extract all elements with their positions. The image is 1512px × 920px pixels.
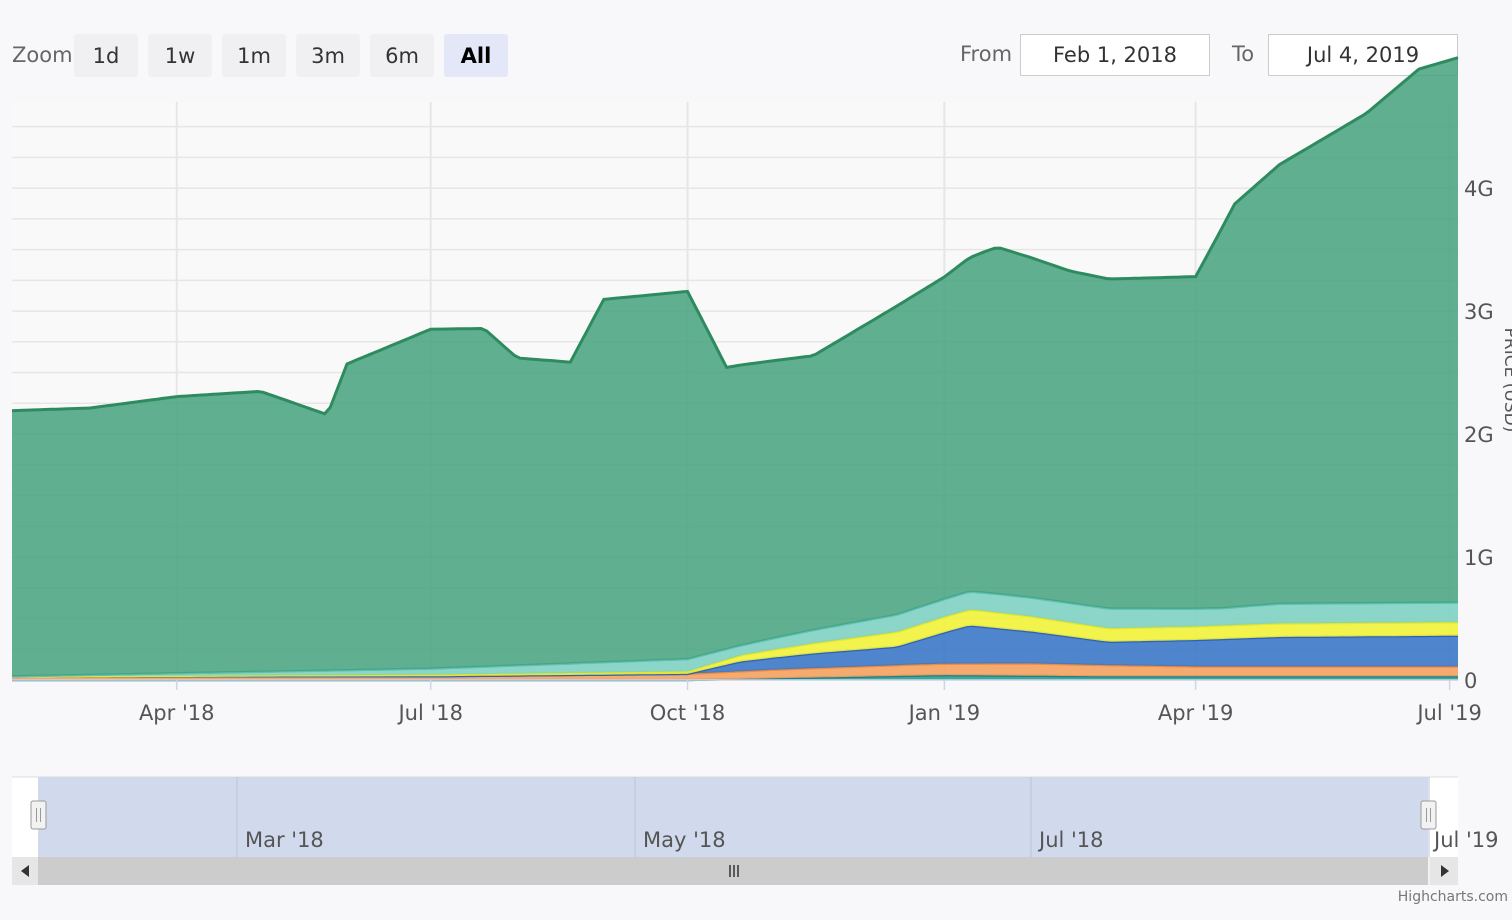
navigator-mask bbox=[38, 777, 1428, 857]
navigator-tick-label: Jul '19 bbox=[1432, 828, 1499, 852]
zoom-all-button[interactable]: All bbox=[444, 34, 508, 77]
x-axis: Apr '18 Jul '18 Oct '18 Jan '19 Apr '19 Jul '… bbox=[12, 679, 1482, 725]
area-series-3 bbox=[12, 625, 1458, 677]
zoom-3m-button[interactable]: 3m bbox=[296, 34, 360, 77]
zoom-1d-button[interactable]: 1d bbox=[74, 34, 138, 77]
y-axis-title: PRICE (USD) bbox=[1500, 328, 1512, 433]
x-tick-label: Jul '19 bbox=[1415, 701, 1482, 725]
arrow-left-icon bbox=[21, 865, 29, 877]
y-axis: 0 1G 2G 3G 4G PRICE (USD) bbox=[1464, 177, 1512, 693]
arrow-right-icon bbox=[1441, 865, 1449, 877]
navigator-tick-label: Jul '18 bbox=[1037, 828, 1104, 852]
scrollbar-thumb[interactable] bbox=[38, 857, 1428, 885]
y-tick-label: 3G bbox=[1464, 300, 1494, 324]
zoom-6m-button[interactable]: 6m bbox=[370, 34, 434, 77]
zoom-1w-button[interactable]: 1w bbox=[148, 34, 212, 77]
zoom-label: Zoom bbox=[12, 43, 73, 67]
x-tick-label: Apr '18 bbox=[139, 701, 215, 725]
x-tick-label: Apr '19 bbox=[1158, 701, 1234, 725]
area-series bbox=[11, 56, 1459, 682]
navigator-tick-label: May '18 bbox=[643, 828, 726, 852]
navigator-tick-label: Mar '18 bbox=[245, 828, 324, 852]
navigator: Mar '18 May '18 Jul '18 Jul '19 bbox=[12, 776, 1499, 857]
x-tick-label: Oct '18 bbox=[650, 701, 725, 725]
series-line-6 bbox=[11, 56, 1459, 416]
from-label: From bbox=[960, 42, 1013, 66]
y-tick-label: 1G bbox=[1464, 546, 1494, 570]
y-tick-label: 4G bbox=[1464, 177, 1494, 201]
zoom-1m-button[interactable]: 1m bbox=[222, 34, 286, 77]
navigator-right-handle[interactable] bbox=[1420, 800, 1437, 830]
from-date-input[interactable]: Feb 1, 2018 bbox=[1020, 34, 1210, 76]
navigator-left-handle[interactable] bbox=[30, 800, 47, 830]
area-series-5 bbox=[12, 591, 1458, 677]
credits-link[interactable]: Highcharts.com bbox=[1397, 889, 1508, 905]
x-tick-label: Jan '19 bbox=[907, 701, 981, 725]
x-tick-label: Jul '18 bbox=[396, 701, 463, 725]
y-tick-label: 0 bbox=[1464, 669, 1477, 693]
scrollbar[interactable] bbox=[12, 857, 1458, 885]
to-label: To bbox=[1232, 42, 1255, 66]
y-tick-label: 2G bbox=[1464, 423, 1494, 447]
